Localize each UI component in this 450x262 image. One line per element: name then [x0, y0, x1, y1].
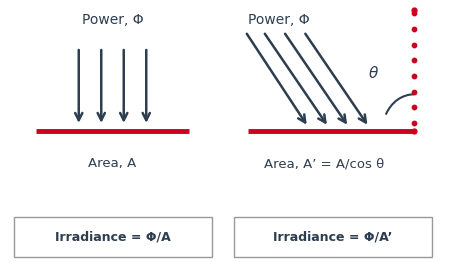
FancyBboxPatch shape	[14, 217, 211, 257]
Point	[410, 27, 418, 31]
Point	[410, 42, 418, 47]
Text: θ: θ	[369, 66, 378, 81]
Text: Area, A’ = A/cos θ: Area, A’ = A/cos θ	[264, 157, 384, 170]
Text: Power, Φ: Power, Φ	[248, 13, 309, 27]
Point	[410, 121, 418, 125]
Point	[410, 74, 418, 78]
Text: Irradiance = Φ/A’: Irradiance = Φ/A’	[273, 231, 393, 244]
Point	[410, 105, 418, 110]
Point	[410, 90, 418, 94]
Text: Irradiance = Φ/A: Irradiance = Φ/A	[54, 231, 171, 244]
Text: Area, A: Area, A	[88, 157, 137, 170]
FancyBboxPatch shape	[234, 217, 432, 257]
Point	[410, 58, 418, 62]
Point	[410, 11, 418, 15]
Text: Power, Φ: Power, Φ	[82, 13, 143, 27]
